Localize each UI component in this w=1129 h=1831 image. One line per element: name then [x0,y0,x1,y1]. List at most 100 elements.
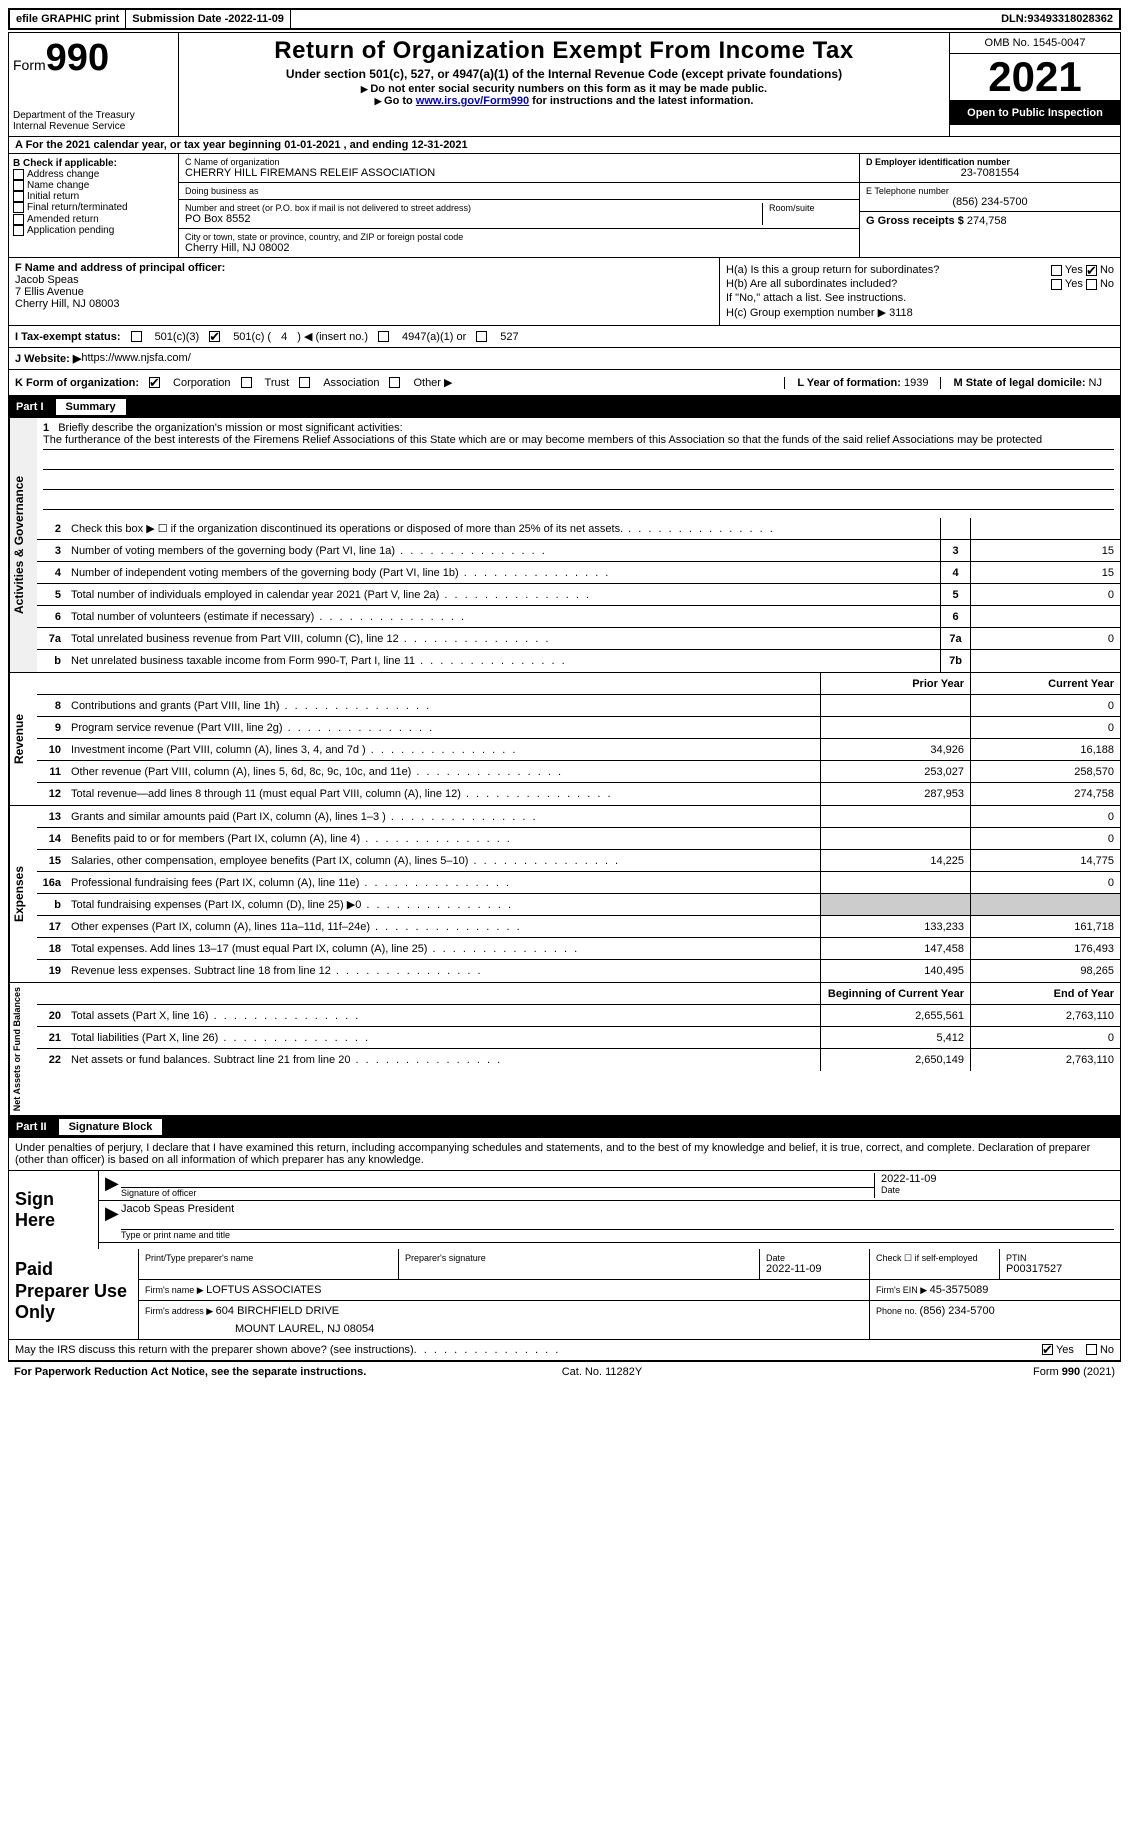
paid-date: 2022-11-09 [766,1263,863,1275]
chk-discuss-yes[interactable] [1042,1344,1053,1355]
form-header: Form990 Department of the Treasury Inter… [8,32,1121,137]
chk-initial-return[interactable] [13,191,24,202]
form-subtitle: Under section 501(c), 527, or 4947(a)(1)… [183,67,945,81]
chk-ha-no[interactable] [1086,265,1097,276]
hb-label: H(b) Are all subordinates included? [726,278,897,290]
vtab-netassets: Net Assets or Fund Balances [9,983,37,1115]
phone-label: E Telephone number [866,186,1114,196]
row-i-tax-status: I Tax-exempt status: 501(c)(3) 501(c) ( … [8,326,1121,348]
vtab-expenses: Expenses [9,806,37,982]
chk-address-change[interactable] [13,169,24,180]
form-number: 990 [46,37,109,79]
gov-line-4: 4Number of independent voting members of… [37,562,1120,584]
discuss-question: May the IRS discuss this return with the… [15,1344,414,1356]
goto-line: Go to www.irs.gov/Form990 for instructio… [183,95,945,107]
chk-ha-yes[interactable] [1051,265,1062,276]
penalty-declaration: Under penalties of perjury, I declare th… [9,1138,1120,1171]
chk-501c[interactable] [209,331,220,342]
col-f-officer: F Name and address of principal officer:… [9,258,720,325]
chk-other[interactable] [389,377,400,388]
section-governance: Activities & Governance 1 Briefly descri… [8,418,1121,673]
line-13: 13Grants and similar amounts paid (Part … [37,806,1120,828]
org-name: CHERRY HILL FIREMANS RELEIF ASSOCIATION [185,167,853,179]
ssn-warning: Do not enter social security numbers on … [183,83,945,95]
gov-line-2: 2Check this box ▶ ☐ if the organization … [37,518,1120,540]
chk-amended[interactable] [13,214,24,225]
section-netassets: Net Assets or Fund Balances Beginning of… [8,983,1121,1116]
sign-here-label: Sign Here [9,1171,99,1249]
tax-year: 2021 [950,54,1120,101]
gov-line-5: 5Total number of individuals employed in… [37,584,1120,606]
sig-arrow-icon: ▶ [105,1203,121,1240]
chk-hb-yes[interactable] [1051,279,1062,290]
room-label: Room/suite [769,203,853,213]
chk-corp[interactable] [149,377,160,388]
form-title: Return of Organization Exempt From Incom… [183,37,945,65]
ein-value: 23-7081554 [866,167,1114,179]
chk-4947[interactable] [378,331,389,342]
line-12: 12Total revenue—add lines 8 through 11 (… [37,783,1120,805]
gov-line-3: 3Number of voting members of the governi… [37,540,1120,562]
line-22: 22Net assets or fund balances. Subtract … [37,1049,1120,1071]
chk-final-return[interactable] [13,202,24,213]
gov-line-7a: 7aTotal unrelated business revenue from … [37,628,1120,650]
line-15: 15Salaries, other compensation, employee… [37,850,1120,872]
sig-name: Jacob Speas President [121,1203,1114,1215]
line-17: 17Other expenses (Part IX, column (A), l… [37,916,1120,938]
form-ref: Form 990 (2021) [1033,1366,1115,1378]
firm-addr1: 604 BIRCHFIELD DRIVE [216,1305,339,1317]
gov-line-b: bNet unrelated business taxable income f… [37,650,1120,672]
paid-preparer: Paid Preparer Use Only Print/Type prepar… [9,1249,1120,1340]
dba-label: Doing business as [185,186,853,196]
vtab-revenue: Revenue [9,673,37,805]
block-fh: F Name and address of principal officer:… [8,258,1121,326]
section-revenue: Revenue Prior Year Current Year 8Contrib… [8,673,1121,806]
chk-assoc[interactable] [299,377,310,388]
addr-label: Number and street (or P.O. box if mail i… [185,203,756,213]
website-url: https://www.njsfa.com/ [81,352,190,365]
chk-527[interactable] [476,331,487,342]
row-a-tax-year: A For the 2021 calendar year, or tax yea… [8,137,1121,154]
col-b-checkboxes: B Check if applicable: Address change Na… [9,154,179,257]
line-9: 9Program service revenue (Part VIII, lin… [37,717,1120,739]
phone-value: (856) 234-5700 [866,196,1114,208]
org-name-label: C Name of organization [185,157,853,167]
chk-501c3[interactable] [131,331,142,342]
firm-name: LOFTUS ASSOCIATES [206,1284,321,1296]
line-8: 8Contributions and grants (Part VIII, li… [37,695,1120,717]
submission-date: Submission Date - 2022-11-09 [126,10,291,28]
page-footer: For Paperwork Reduction Act Notice, see … [8,1362,1121,1382]
ha-label: H(a) Is this a group return for subordin… [726,264,939,276]
chk-hb-no[interactable] [1086,279,1097,290]
org-address: PO Box 8552 [185,213,756,225]
firm-addr2: MOUNT LAUREL, NJ 08054 [235,1323,863,1335]
sig-date: 2022-11-09 [881,1173,1114,1185]
ein-label: D Employer identification number [866,157,1114,167]
dln: DLN: 93493318028362 [995,10,1119,28]
signature-block: Under penalties of perjury, I declare th… [8,1138,1121,1362]
city-label: City or town, state or province, country… [185,232,853,242]
paid-label: Paid Preparer Use Only [9,1249,139,1339]
row-j-website: J Website: ▶ https://www.njsfa.com/ [8,348,1121,370]
col-current-year: Current Year [970,673,1120,694]
dept-treasury: Department of the Treasury [13,110,174,121]
officer-city: Cherry Hill, NJ 08003 [15,298,713,310]
sig-arrow-icon: ▶ [105,1173,121,1198]
gross-label: G Gross receipts $ [866,215,967,227]
part1-header: Part I Summary [8,396,1121,418]
col-d-ein: D Employer identification number 23-7081… [860,154,1120,257]
line-16a: 16aProfessional fundraising fees (Part I… [37,872,1120,894]
omb-number: OMB No. 1545-0047 [950,33,1120,54]
pra-notice: For Paperwork Reduction Act Notice, see … [14,1366,366,1378]
col-end-year: End of Year [970,983,1120,1004]
col-begin-year: Beginning of Current Year [820,983,970,1004]
header-right: OMB No. 1545-0047 2021 Open to Public In… [950,33,1120,136]
chk-name-change[interactable] [13,180,24,191]
chk-app-pending[interactable] [13,225,24,236]
firm-phone: (856) 234-5700 [920,1305,995,1317]
header-mid: Return of Organization Exempt From Incom… [179,33,950,136]
chk-discuss-no[interactable] [1086,1344,1097,1355]
chk-trust[interactable] [241,377,252,388]
form990-link[interactable]: www.irs.gov/Form990 [416,95,529,107]
hb-note: If "No," attach a list. See instructions… [726,292,1114,304]
